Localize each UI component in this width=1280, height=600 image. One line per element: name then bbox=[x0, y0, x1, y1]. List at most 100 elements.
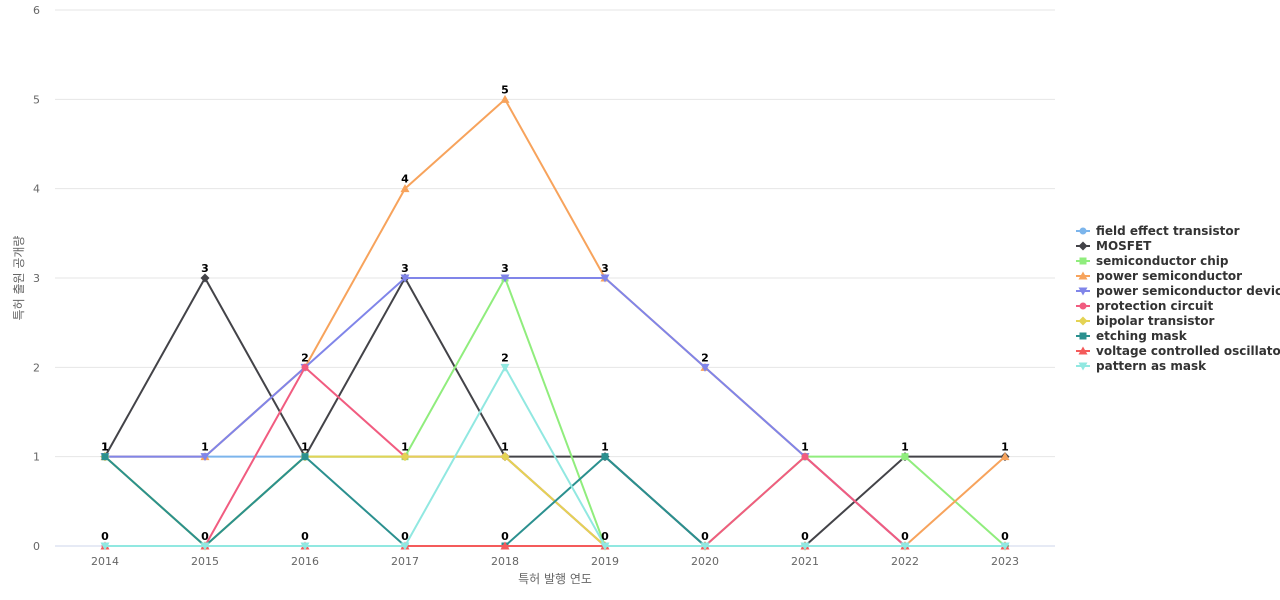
data-point bbox=[200, 542, 210, 551]
x-tick-label: 2023 bbox=[991, 555, 1019, 568]
data-label: 2 bbox=[501, 351, 509, 364]
data-point bbox=[800, 542, 810, 551]
legend-marker bbox=[1078, 362, 1088, 371]
data-point bbox=[301, 453, 309, 461]
data-point bbox=[400, 184, 410, 193]
data-label: 3 bbox=[601, 262, 609, 275]
legend[interactable]: field effect transistorMOSFETsemiconduct… bbox=[1076, 224, 1280, 373]
legend-label: protection circuit bbox=[1096, 299, 1213, 313]
series-line bbox=[105, 98, 1006, 547]
data-label: 1 bbox=[601, 441, 609, 454]
y-tick-label: 4 bbox=[33, 183, 40, 196]
legend-item[interactable]: MOSFET bbox=[1076, 239, 1152, 253]
legend-item[interactable]: field effect transistor bbox=[1076, 224, 1240, 238]
data-point bbox=[100, 542, 110, 551]
data-label: 4 bbox=[401, 173, 409, 186]
data-label: 1 bbox=[201, 441, 209, 454]
data-point bbox=[500, 452, 510, 462]
legend-item[interactable]: power semiconductor bbox=[1076, 269, 1242, 283]
legend-label: voltage controlled oscillator bbox=[1096, 344, 1280, 358]
legend-item[interactable]: bipolar transistor bbox=[1076, 314, 1215, 328]
x-axis-ticks: 2014 2015 2016 2017 2018 2019 2020 2021 2022 2023 bbox=[91, 555, 1019, 568]
legend-marker bbox=[1078, 346, 1088, 355]
data-point bbox=[101, 453, 109, 461]
data-label: 0 bbox=[401, 530, 409, 543]
data-point bbox=[600, 542, 610, 551]
x-tick-label: 2017 bbox=[391, 555, 419, 568]
legend-marker bbox=[1078, 271, 1088, 280]
x-axis-title: 특허 발행 연도 bbox=[518, 571, 592, 586]
x-tick-label: 2021 bbox=[791, 555, 819, 568]
data-label: 0 bbox=[801, 530, 809, 543]
data-label: 1 bbox=[101, 441, 109, 454]
data-point bbox=[200, 273, 210, 283]
data-point bbox=[500, 94, 510, 103]
legend-item[interactable]: voltage controlled oscillator bbox=[1076, 344, 1280, 358]
x-tick-label: 2018 bbox=[491, 555, 519, 568]
data-point bbox=[900, 542, 910, 551]
data-label: 1 bbox=[101, 441, 109, 454]
series-pattern-as-mask bbox=[100, 363, 1010, 551]
x-tick-label: 2014 bbox=[91, 555, 119, 568]
data-label: 5 bbox=[501, 83, 509, 96]
legend-item[interactable]: etching mask bbox=[1076, 329, 1188, 343]
data-point bbox=[601, 453, 609, 461]
legend-marker bbox=[1079, 227, 1087, 235]
legend-marker bbox=[1079, 332, 1087, 340]
x-tick-label: 2019 bbox=[591, 555, 619, 568]
legend-marker bbox=[1078, 287, 1088, 296]
series-semiconductor-chip bbox=[101, 274, 1009, 550]
data-point bbox=[200, 453, 210, 462]
data-label: 1 bbox=[901, 441, 909, 454]
data-point bbox=[700, 542, 710, 551]
y-tick-label: 3 bbox=[33, 272, 40, 285]
data-label: 1 bbox=[501, 441, 509, 454]
legend-label: pattern as mask bbox=[1096, 359, 1207, 373]
data-point bbox=[300, 542, 310, 551]
data-point bbox=[400, 274, 410, 283]
data-point bbox=[1000, 452, 1010, 461]
data-label: 1 bbox=[301, 441, 309, 454]
legend-label: field effect transistor bbox=[1096, 224, 1240, 238]
series-line bbox=[105, 366, 1005, 547]
y-tick-label: 2 bbox=[33, 361, 40, 374]
y-tick-label: 1 bbox=[33, 451, 40, 464]
legend-marker bbox=[1079, 302, 1087, 310]
data-label: 0 bbox=[201, 530, 209, 543]
series-layer bbox=[100, 94, 1010, 551]
data-label: 1 bbox=[401, 441, 409, 454]
data-point bbox=[301, 363, 309, 371]
x-tick-label: 2020 bbox=[691, 555, 719, 568]
legend-marker bbox=[1078, 241, 1088, 251]
data-label: 2 bbox=[301, 351, 309, 364]
y-tick-label: 0 bbox=[33, 540, 40, 553]
legend-item[interactable]: protection circuit bbox=[1076, 299, 1213, 313]
data-label: 0 bbox=[301, 530, 309, 543]
series-power-semiconductor bbox=[100, 94, 1010, 550]
data-label: 0 bbox=[501, 530, 509, 543]
legend-item[interactable]: pattern as mask bbox=[1076, 359, 1207, 373]
data-point bbox=[1000, 542, 1010, 551]
series-line bbox=[104, 455, 1005, 547]
x-tick-label: 2015 bbox=[191, 555, 219, 568]
legend-item[interactable]: power semiconductor device bbox=[1076, 284, 1280, 298]
y-tick-label: 5 bbox=[33, 93, 40, 106]
legend-item[interactable]: semiconductor chip bbox=[1076, 254, 1229, 268]
data-point bbox=[600, 274, 610, 283]
data-point bbox=[400, 542, 410, 551]
data-point bbox=[500, 541, 510, 550]
data-label: 1 bbox=[1001, 441, 1009, 454]
data-label: 1 bbox=[801, 441, 809, 454]
legend-label: power semiconductor bbox=[1096, 269, 1242, 283]
series-etching-mask bbox=[101, 453, 1009, 550]
legend-label: bipolar transistor bbox=[1096, 314, 1215, 328]
data-label: 0 bbox=[901, 530, 909, 543]
legend-label: power semiconductor device bbox=[1096, 284, 1280, 298]
data-label: 3 bbox=[201, 262, 209, 275]
y-axis-ticks: 0 1 2 3 4 5 6 bbox=[33, 4, 40, 553]
data-label: 0 bbox=[601, 530, 609, 543]
data-label: 2 bbox=[701, 351, 709, 364]
data-label: 0 bbox=[1001, 530, 1009, 543]
legend-label: semiconductor chip bbox=[1096, 254, 1229, 268]
